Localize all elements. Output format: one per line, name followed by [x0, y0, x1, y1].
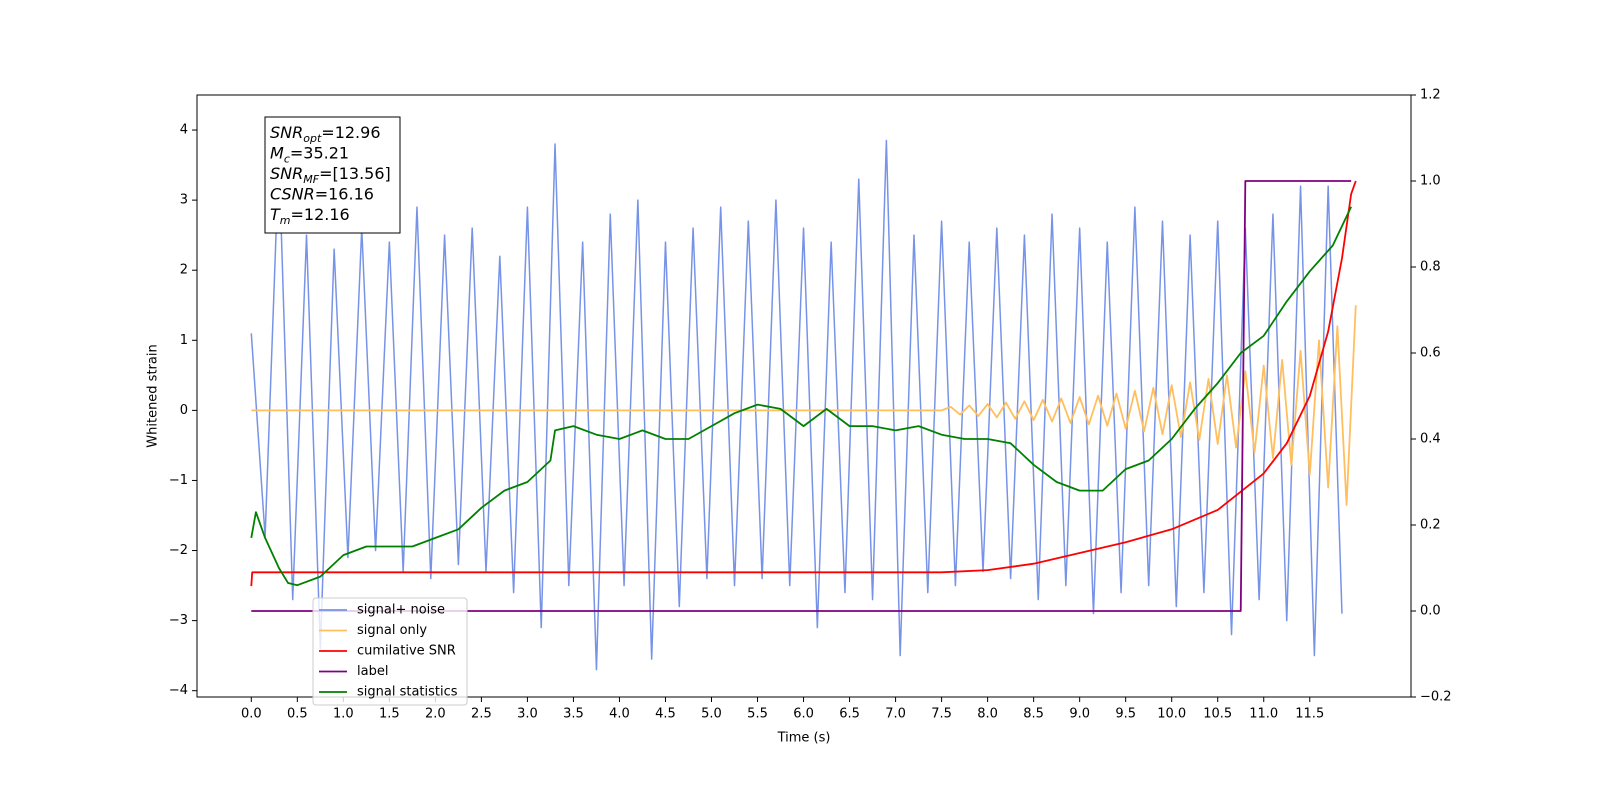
annotation-symbol: SNR — [270, 123, 303, 142]
x-tick-label: 3.0 — [517, 707, 538, 722]
annotation-text: =35.21 — [290, 144, 349, 163]
y2-tick-label: −0.2 — [1420, 690, 1452, 705]
x-tick-label: 7.0 — [885, 707, 906, 722]
x-tick-label: 1.5 — [379, 707, 400, 722]
annotation-text: =[13.56] — [319, 164, 391, 183]
x-tick-label: 3.5 — [563, 707, 584, 722]
x-tick-label: 6.0 — [793, 707, 814, 722]
x-tick-label: 2.5 — [471, 707, 492, 722]
legend-label: signal only — [357, 623, 427, 638]
annotation-line: SNRMF=[13.56] — [270, 164, 391, 186]
legend-frame — [312, 597, 468, 706]
series-line — [250, 206, 1352, 587]
x-axis-label: Time (s) — [777, 731, 831, 746]
x-tick-label: 4.5 — [655, 707, 676, 722]
annotation-line: Mc=35.21 — [270, 144, 349, 166]
x-tick-label: 1.0 — [333, 707, 354, 722]
x-tick-label: 0.5 — [287, 707, 308, 722]
x-tick-label: 5.0 — [701, 707, 722, 722]
annotation-subscript: opt — [303, 132, 322, 145]
x-tick-label: 0.0 — [241, 707, 262, 722]
series-line — [251, 180, 1352, 612]
x-tick-label: 11.0 — [1249, 707, 1278, 722]
annotation-symbol: SNR — [270, 164, 303, 183]
legend-label: cumilative SNR — [357, 644, 456, 659]
x-tick-label: 7.5 — [931, 707, 952, 722]
x-tick-label: 6.5 — [839, 707, 860, 722]
x-tick-label: 2.0 — [425, 707, 446, 722]
y2-tick-label: 0.2 — [1420, 518, 1441, 533]
annotation-text: =12.96 — [321, 123, 380, 142]
y2-tick-label: 0.6 — [1420, 346, 1441, 361]
y-tick-label: 3 — [180, 193, 188, 208]
series-line — [251, 305, 1357, 506]
annotation-subscript: MF — [303, 173, 319, 186]
y2-tick-label: 0.8 — [1420, 260, 1441, 275]
y-axis-label: Whitened strain — [146, 344, 161, 447]
x-tick-label: 9.0 — [1069, 707, 1090, 722]
y2-tick-label: 0.4 — [1420, 432, 1441, 447]
annotation-text: =16.16 — [315, 185, 374, 204]
y-tick-label: −4 — [169, 683, 188, 698]
annotation-symbol: CSNR — [270, 185, 315, 204]
legend-label: signal+ noise — [357, 603, 445, 618]
annotation-frame — [264, 116, 401, 234]
y-tick-label: −2 — [169, 543, 188, 558]
x-tick-label: 11.5 — [1295, 707, 1324, 722]
y-tick-label: −3 — [169, 613, 188, 628]
x-tick-label: 8.0 — [977, 707, 998, 722]
y-tick-label: 0 — [180, 403, 188, 418]
x-tick-label: 8.5 — [1023, 707, 1044, 722]
x-tick-label: 5.5 — [747, 707, 768, 722]
x-tick-label: 10.0 — [1157, 707, 1186, 722]
annotation-symbol: M — [270, 144, 284, 163]
y-tick-label: 1 — [180, 333, 188, 348]
legend-label: label — [357, 664, 388, 679]
y-tick-label: 2 — [180, 263, 188, 278]
legend: signal+ noise signal only cumilative SNR la… — [312, 597, 468, 706]
annotation-subscript: m — [280, 214, 291, 227]
y2-tick-label: 1.2 — [1420, 88, 1441, 103]
annotation-text: =12.16 — [291, 205, 350, 224]
series-line — [250, 139, 1343, 671]
annotation-line: Tm=12.16 — [270, 205, 350, 227]
plot-area — [250, 139, 1357, 671]
x-tick-label: 4.0 — [609, 707, 630, 722]
y2-tick-label: 0.0 — [1420, 604, 1441, 619]
annotation-line: SNRopt=12.96 — [270, 123, 381, 145]
y-tick-label: −1 — [169, 473, 188, 488]
legend-label: signal statistics — [357, 685, 458, 700]
annotation-box: SNRopt=12.96Mc=35.21SNRMF=[13.56]CSNR=16… — [264, 116, 401, 234]
x-tick-label: 10.5 — [1203, 707, 1232, 722]
annotation-symbol: T — [270, 205, 281, 224]
y2-tick-label: 1.0 — [1420, 174, 1441, 189]
y-tick-label: 4 — [180, 123, 188, 138]
annotation-subscript: c — [284, 153, 290, 166]
annotation-line: CSNR=16.16 — [270, 185, 374, 204]
x-tick-label: 9.5 — [1115, 707, 1136, 722]
series-line — [250, 180, 1357, 587]
